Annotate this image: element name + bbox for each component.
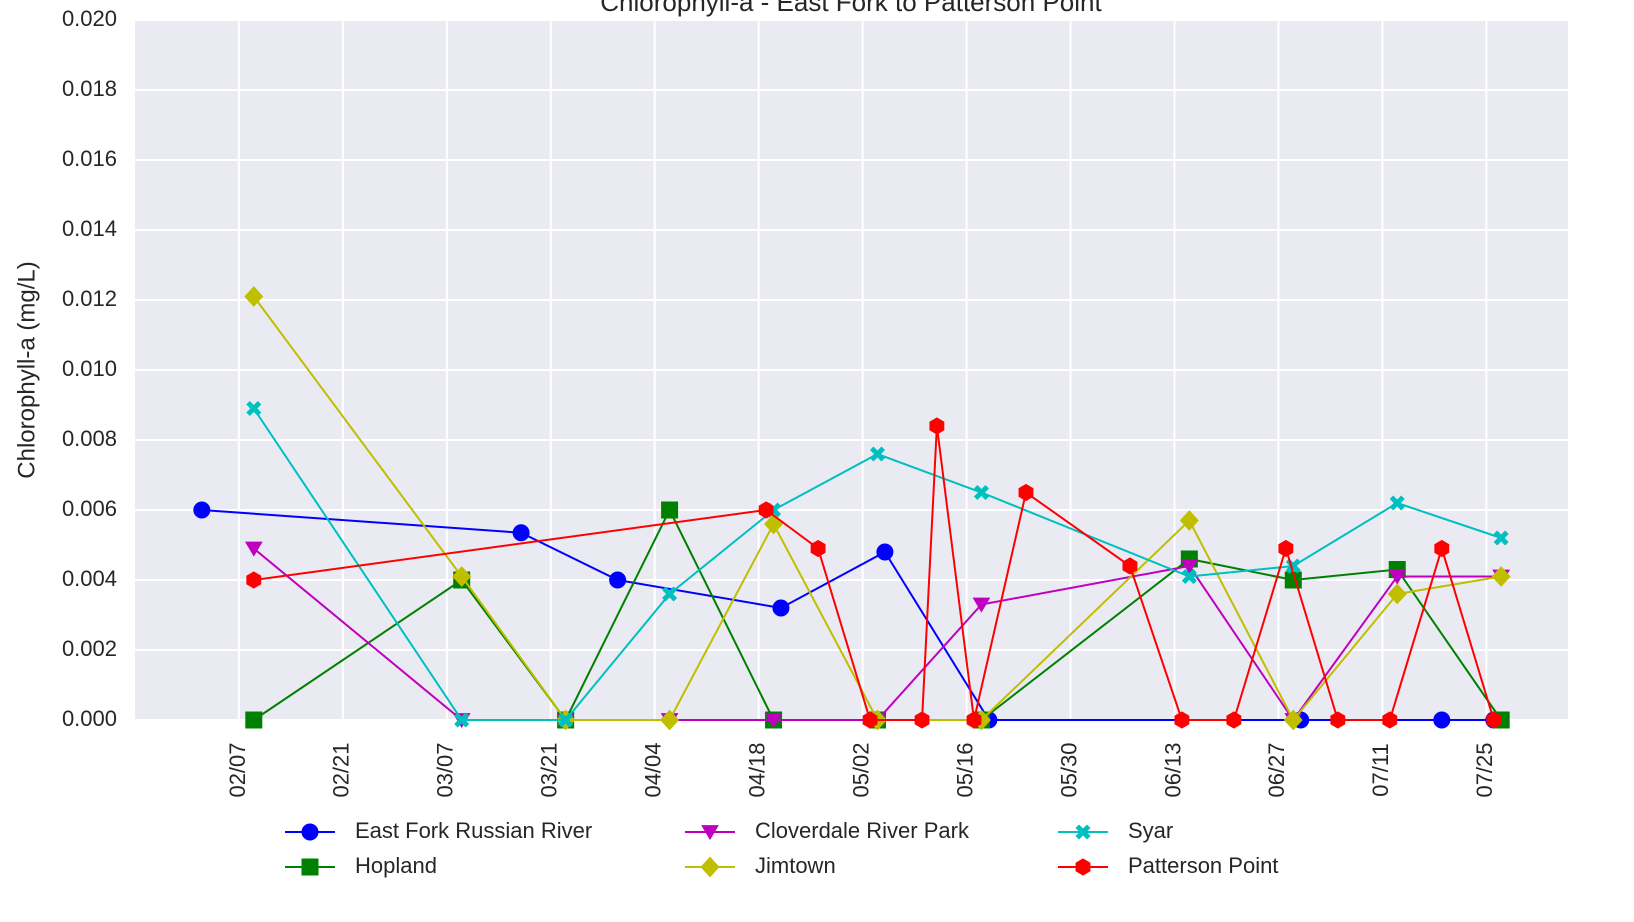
marker (973, 484, 989, 501)
x-tick-label: 07/25 (1472, 742, 1497, 797)
marker (966, 711, 982, 729)
marker (452, 566, 472, 587)
marker (1387, 583, 1407, 605)
y-tick-label: 0.012 (62, 286, 117, 311)
x-tick-label: 05/30 (1056, 742, 1081, 797)
marker (701, 825, 719, 841)
marker (661, 501, 679, 519)
marker (1179, 510, 1199, 531)
marker (244, 286, 264, 307)
marker (972, 597, 991, 613)
marker (301, 823, 319, 841)
marker (1075, 858, 1091, 876)
legend-label: Syar (1128, 818, 1173, 843)
marker (1486, 711, 1502, 729)
marker (758, 501, 774, 519)
marker (246, 400, 262, 417)
chart-title: Chlorophyll-a - East Fork to Patterson P… (600, 0, 1102, 17)
marker (301, 858, 319, 876)
marker (914, 711, 930, 729)
marker (1283, 709, 1303, 731)
y-tick-label: 0.008 (62, 426, 117, 451)
marker (876, 543, 894, 561)
marker (1493, 530, 1509, 546)
marker (1491, 566, 1511, 587)
legend-label: Cloverdale River Park (755, 818, 970, 843)
x-tick-label: 04/18 (745, 742, 770, 797)
marker (1433, 711, 1451, 729)
marker (772, 599, 790, 617)
y-axis-label: Chlorophyll-a (mg/L) (13, 261, 40, 478)
y-tick-label: 0.018 (62, 76, 117, 101)
marker (1382, 711, 1398, 729)
x-tick-label: 05/02 (848, 742, 873, 797)
x-tick-label: 07/11 (1368, 743, 1393, 796)
legend-label: Patterson Point (1128, 853, 1278, 878)
x-tick-label: 04/04 (641, 742, 666, 797)
marker (869, 446, 885, 462)
marker (1278, 539, 1294, 558)
marker (609, 571, 627, 589)
marker (1434, 539, 1450, 558)
marker (862, 711, 878, 729)
x-tick-label: 06/27 (1264, 742, 1289, 797)
marker (1018, 483, 1034, 502)
marker (700, 856, 720, 878)
y-tick-label: 0.020 (62, 6, 117, 31)
legend-label: Jimtown (755, 853, 836, 878)
marker (244, 541, 263, 557)
marker (764, 713, 783, 729)
marker (245, 711, 263, 729)
y-tick-label: 0.000 (62, 706, 117, 731)
marker (1330, 711, 1346, 729)
marker (662, 586, 678, 602)
marker (1389, 495, 1405, 511)
x-tick-label: 03/07 (433, 742, 458, 797)
marker (1226, 711, 1242, 729)
marker (193, 501, 211, 519)
x-tick-label: 02/21 (329, 742, 354, 797)
marker (1181, 568, 1197, 585)
marker (660, 709, 680, 731)
marker (1388, 569, 1407, 585)
marker (1075, 824, 1091, 840)
legend-label: East Fork Russian River (355, 818, 592, 843)
x-tick-label: 03/21 (537, 742, 562, 797)
y-tick-label: 0.016 (62, 146, 117, 171)
marker (1180, 559, 1199, 575)
marker (1122, 557, 1138, 575)
marker (1174, 711, 1190, 729)
y-tick-label: 0.010 (62, 356, 117, 381)
y-tick-label: 0.014 (62, 216, 117, 241)
marker (512, 524, 530, 542)
y-tick-label: 0.002 (62, 636, 117, 661)
x-tick-label: 05/16 (952, 742, 977, 797)
y-tick-label: 0.004 (62, 566, 117, 591)
series-line (253, 425, 1495, 721)
marker (810, 539, 826, 558)
legend-label: Hopland (355, 853, 437, 878)
marker (558, 712, 574, 728)
marker (246, 571, 262, 589)
marker (929, 417, 945, 435)
marker (454, 712, 470, 728)
y-tick-label: 0.006 (62, 496, 117, 521)
x-tick-label: 02/07 (225, 742, 250, 797)
x-tick-label: 06/13 (1160, 742, 1185, 797)
